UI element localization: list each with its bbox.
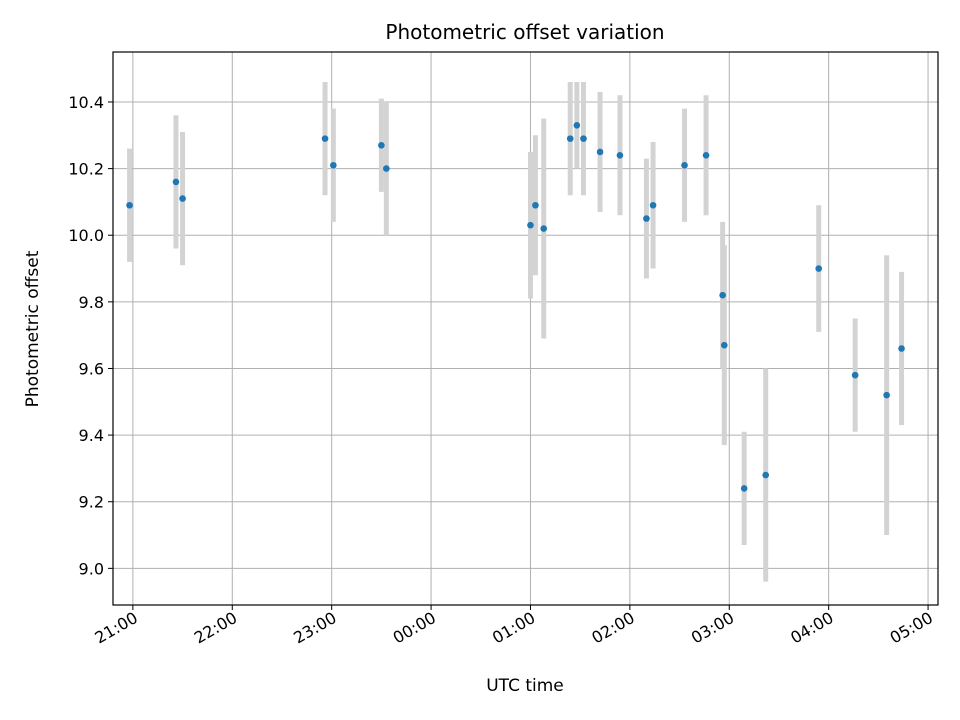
data-point [898, 345, 905, 352]
data-point [762, 471, 770, 479]
data-point [532, 201, 539, 209]
data-point [321, 135, 329, 142]
data-point [815, 265, 823, 272]
y-axis: 9.0 9.2 9.4 9.6 9.8 10.0 10.2 10.4 [68, 93, 113, 578]
y-tick-label: 10.2 [68, 160, 104, 179]
data-point [580, 135, 587, 142]
data-point [851, 371, 859, 379]
data-point [681, 161, 688, 169]
data-point [649, 201, 657, 209]
grid [113, 52, 938, 605]
x-axis-label: UTC time [486, 676, 564, 696]
y-tick-label: 9.8 [79, 293, 104, 312]
data-point [179, 195, 186, 202]
data-point [719, 291, 726, 299]
y-tick-label: 9.2 [79, 493, 104, 512]
data-points [126, 121, 905, 492]
y-axis-label: Photometric offset [23, 250, 43, 407]
data-point [702, 151, 710, 159]
y-tick-label: 9.6 [79, 359, 104, 378]
data-point [378, 141, 385, 149]
data-point [330, 161, 337, 169]
plot-frame [112, 51, 939, 606]
data-point [566, 135, 574, 142]
data-point [720, 341, 728, 349]
data-point [383, 165, 390, 172]
data-point [643, 215, 650, 222]
y-tick-label: 9.0 [79, 559, 104, 578]
data-point [740, 485, 748, 492]
data-point [172, 178, 180, 186]
chart-title: Photometric offset variation [385, 20, 664, 44]
data-point [573, 121, 581, 129]
data-point [883, 391, 890, 399]
data-point [527, 221, 534, 229]
y-tick-label: 10.0 [68, 226, 104, 245]
y-tick-label: 10.4 [68, 93, 104, 112]
y-tick-label: 9.4 [79, 426, 104, 445]
data-point [596, 148, 604, 156]
data-point [126, 201, 133, 209]
data-point [540, 225, 548, 232]
data-point [616, 151, 624, 159]
